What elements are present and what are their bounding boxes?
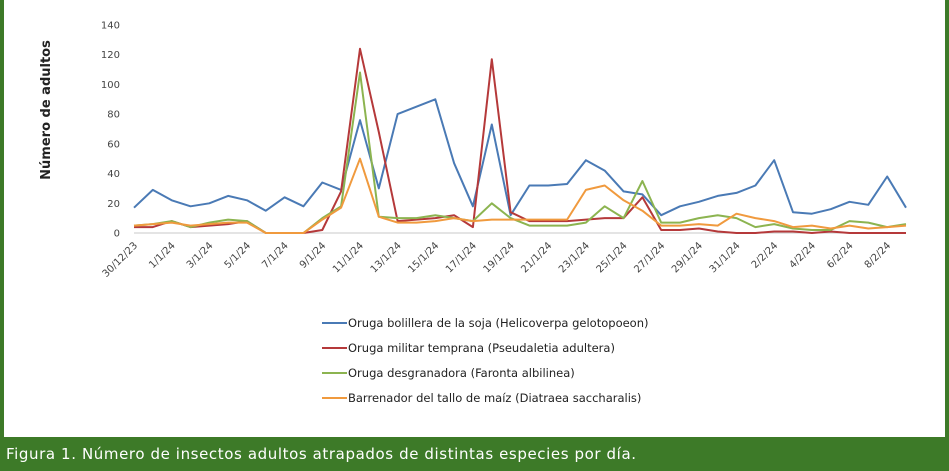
x-axis: 30/12/23 1/1/24 3/1/24 5/1/24 7/1/24 9/1/24 11… [101,232,906,280]
x-tick-label: 17/1/24 [444,240,479,275]
x-tick-label: 2/2/24 [750,240,781,271]
x-tick-label: 13/1/24 [369,240,404,275]
x-tick-label: 25/1/24 [595,240,630,275]
y-tick-label: 20 [107,199,120,210]
line-chart: 0 20 40 60 80 100 120 140 30/12/23 1/1/24 3/1/24 5… [39,21,907,405]
y-tick-label: 0 [114,229,120,240]
x-tick-label: 8/2/24 [863,240,894,271]
plot-lines [133,47,907,234]
y-tick-label: 100 [101,80,120,91]
x-tick-label: 11/1/24 [331,240,366,275]
x-tick-label: 27/1/24 [632,240,667,275]
y-tick-label: 80 [107,110,120,121]
x-tick-label: 4/2/24 [787,240,818,271]
x-tick-label: 3/1/24 [185,240,216,271]
y-tick-label: 40 [107,169,120,180]
y-tick-label: 120 [101,50,120,61]
x-tick-label: 23/1/24 [557,240,592,275]
figure-caption: Figura 1. Número de insectos adultos atr… [0,437,949,471]
y-tick-label: 60 [107,139,120,150]
legend-label: Barrenador del tallo de maíz (Diatraea s… [348,391,641,405]
x-tick-label: 9/1/24 [298,240,329,271]
x-tick-label: 29/1/24 [670,240,705,275]
x-tick-label: 1/1/24 [147,240,178,271]
x-tick-label: 7/1/24 [260,240,291,271]
series-line-1 [133,98,907,217]
x-tick-label: 6/2/24 [825,240,856,271]
legend-label: Oruga desgranadora (Faronta albilinea) [348,366,575,380]
x-tick-label: 15/1/24 [406,240,441,275]
legend-label: Oruga militar temprana (Pseudaletia adul… [348,341,615,355]
legend: Oruga bolillera de la soja (Helicoverpa … [322,316,649,405]
x-tick-label: 30/12/23 [101,240,141,280]
x-tick-label: 31/1/24 [708,240,743,275]
series-line-3 [133,71,907,234]
y-tick-label: 140 [101,21,120,32]
figure-frame: 0 20 40 60 80 100 120 140 30/12/23 1/1/24 3/1/24 5… [4,0,945,437]
x-tick-label: 19/1/24 [482,240,517,275]
x-tick-label: 5/1/24 [223,240,254,271]
y-axis-title: Número de adultos [39,40,54,180]
series-line-4 [133,157,907,234]
legend-label: Oruga bolillera de la soja (Helicoverpa … [348,316,649,330]
x-tick-label: 21/1/24 [519,240,554,275]
y-axis: 0 20 40 60 80 100 120 140 [101,21,120,240]
